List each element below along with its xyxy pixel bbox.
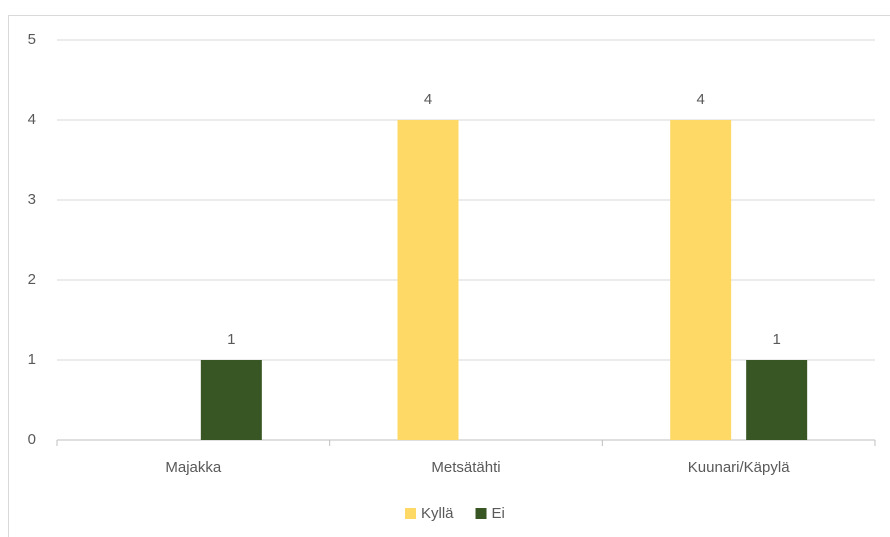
- legend-label: Ei: [492, 505, 505, 522]
- value-label: 4: [424, 91, 432, 108]
- y-tick-label: 1: [28, 351, 36, 368]
- bar: [670, 120, 732, 440]
- y-tick-label: 3: [28, 191, 36, 208]
- value-label: 4: [696, 91, 704, 108]
- value-label: 1: [227, 331, 235, 348]
- legend-label: Kyllä: [421, 505, 454, 522]
- value-label: 1: [772, 331, 780, 348]
- y-tick-label: 0: [28, 431, 36, 448]
- bar: [746, 360, 808, 440]
- bar: [200, 360, 262, 440]
- x-tick-label: Kuunari/Käpylä: [688, 459, 790, 476]
- y-tick-label: 5: [28, 31, 36, 48]
- y-tick-label: 4: [28, 111, 36, 128]
- y-tick-label: 2: [28, 271, 36, 288]
- bar: [397, 120, 459, 440]
- x-tick-label: Majakka: [165, 459, 222, 476]
- legend-swatch: [405, 508, 416, 519]
- x-tick-label: Metsätähti: [431, 459, 500, 476]
- legend-swatch: [475, 508, 487, 519]
